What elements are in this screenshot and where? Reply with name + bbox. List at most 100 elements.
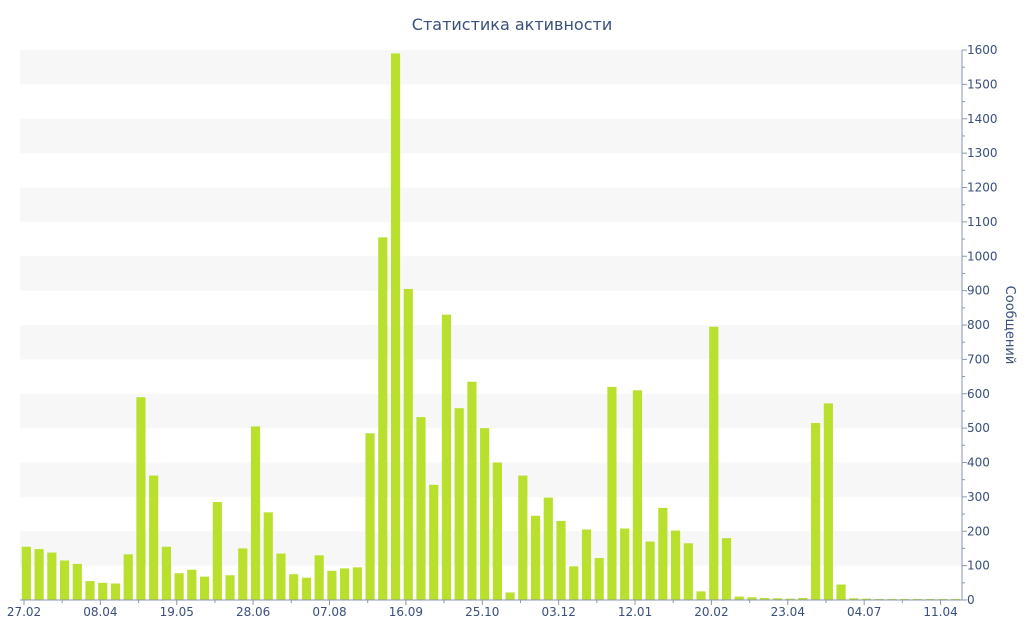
chart-title: Статистика активности: [411, 15, 613, 34]
x-tick-label: 03.12: [541, 605, 575, 619]
bar: [861, 598, 872, 601]
bar: [327, 570, 337, 600]
bar: [581, 529, 592, 600]
x-tick-label: 07.08: [312, 605, 346, 619]
x-tick-label: 08.04: [83, 605, 117, 619]
bar: [480, 428, 490, 601]
bar: [925, 598, 935, 600]
y-tick-label: 200: [967, 524, 990, 538]
bar: [887, 598, 897, 600]
bar: [47, 552, 57, 600]
bar: [798, 597, 808, 600]
y-tick-label: 1600: [967, 43, 998, 57]
x-tick-label: 25.10: [465, 605, 499, 619]
grid-band: [20, 187, 962, 222]
bar: [378, 237, 388, 600]
bar: [900, 598, 910, 600]
x-tick-label: 27.02: [7, 605, 41, 619]
bar: [632, 390, 642, 600]
bar: [263, 512, 273, 600]
bar: [594, 558, 604, 600]
bar: [85, 581, 95, 600]
bar: [747, 597, 757, 600]
bar: [811, 422, 821, 600]
bar: [836, 584, 846, 600]
y-tick-label: 400: [967, 456, 990, 470]
bar: [212, 502, 222, 600]
bar: [874, 598, 884, 600]
bar: [696, 591, 706, 600]
bar: [505, 592, 515, 600]
bar: [951, 598, 961, 600]
bar: [149, 475, 159, 600]
bar: [98, 582, 108, 600]
bar: [390, 53, 401, 600]
bar: [569, 566, 579, 600]
bar: [734, 596, 744, 600]
bar: [276, 553, 286, 600]
y-tick-label: 1500: [967, 77, 998, 91]
y-tick-label: 500: [967, 421, 990, 435]
bar: [683, 543, 693, 600]
x-tick-label: 12.01: [618, 605, 652, 619]
y-tick-label: 100: [967, 559, 990, 573]
x-axis: 27.02 08.04 19.05 28.06 07.08 16.09 25.10 03.12…: [7, 599, 962, 619]
bar: [123, 554, 133, 600]
y-tick-label: 1400: [967, 112, 998, 126]
bar: [21, 546, 31, 600]
bar: [912, 598, 923, 600]
bar: [416, 417, 426, 601]
x-tick-label: 28.06: [236, 605, 270, 619]
y-axis-label: Сообщений: [1002, 286, 1017, 365]
bar: [174, 573, 184, 600]
bar: [709, 326, 719, 600]
bar: [760, 597, 770, 600]
bar: [607, 386, 617, 601]
bar: [161, 546, 171, 600]
bar: [314, 555, 324, 600]
bar: [200, 576, 210, 601]
bar: [250, 426, 261, 600]
y-axis: 0 100 200 300 400 500 600 700 800 900 1000 1100 1200…: [961, 43, 998, 607]
x-tick-label: 19.05: [160, 605, 194, 619]
grid-band: [20, 462, 962, 497]
grid-band: [20, 118, 962, 154]
bar: [289, 574, 299, 600]
y-tick-label: 800: [967, 318, 990, 332]
bar: [938, 598, 948, 600]
bar: [136, 397, 146, 600]
bar: [518, 475, 528, 600]
x-tick-label: 16.09: [389, 605, 423, 619]
bar: [365, 433, 375, 600]
bar: [225, 575, 235, 600]
grid-bands: [20, 50, 962, 566]
x-tick-label: 20.02: [694, 605, 728, 619]
bar: [772, 598, 783, 600]
bar: [620, 528, 630, 600]
bar: [454, 408, 464, 600]
bar: [658, 507, 668, 601]
x-tick-label: 04.07: [847, 605, 881, 619]
y-tick-label: 300: [967, 490, 990, 504]
bar: [645, 541, 655, 600]
bar: [543, 497, 553, 600]
bar: [238, 548, 248, 600]
bar: [823, 403, 833, 601]
bar: [403, 288, 413, 600]
bar: [721, 538, 732, 601]
bar: [187, 569, 197, 600]
bar: [467, 381, 477, 600]
bar: [59, 560, 70, 600]
y-tick-label: 1100: [967, 215, 998, 229]
bar: [72, 563, 82, 600]
bar: [340, 568, 350, 601]
grid-band: [20, 50, 962, 85]
bar: [429, 484, 439, 600]
bar: [492, 462, 502, 600]
y-tick-label: 700: [967, 352, 990, 366]
grid-band: [20, 256, 962, 291]
bar: [352, 567, 362, 600]
y-tick-label: 1200: [967, 181, 998, 195]
